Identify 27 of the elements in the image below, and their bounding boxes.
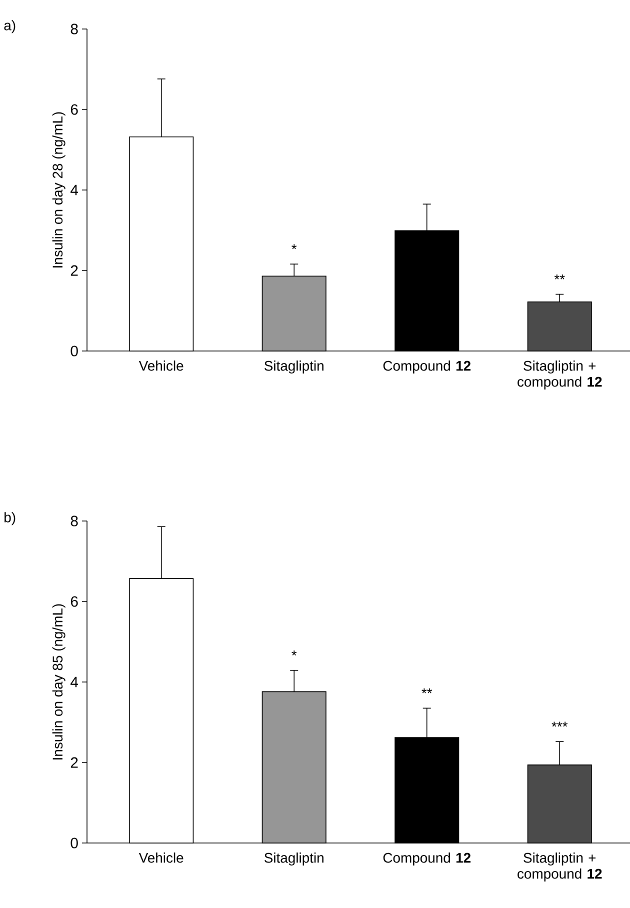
- x-tick-label: Sitagliptin: [264, 360, 324, 374]
- chart-title: b): [4, 512, 16, 526]
- annotation: ***: [552, 722, 568, 727]
- chart-title: a): [4, 20, 16, 34]
- annotation: *: [292, 650, 297, 656]
- x-tick-label: Vehicle: [138, 360, 184, 371]
- y-tick-label: 8: [70, 24, 78, 34]
- x-tick-label: Sitagliptin + compound 12: [518, 360, 602, 390]
- x-tick-label: Compound 12: [383, 360, 471, 374]
- x-tick-label: Vehicle: [138, 852, 184, 863]
- y-tick-label: 2: [70, 265, 78, 276]
- y-tick-label: 2: [70, 757, 78, 768]
- y-axis-title: Insulin on day 28 (ng/mL): [52, 112, 66, 268]
- y-tick-label: 0: [70, 838, 78, 848]
- annotation: *: [292, 244, 297, 250]
- y-tick-label: 4: [70, 184, 78, 196]
- x-tick-label: Compound 12: [383, 852, 471, 866]
- y-tick-label: 0: [70, 346, 78, 356]
- x-tick-label: Sitagliptin: [264, 852, 324, 866]
- x-tick-label: Sitagliptin + compound 12: [518, 852, 602, 882]
- y-tick-label: 6: [70, 596, 78, 607]
- y-tick-label: 8: [70, 516, 78, 526]
- y-axis-title: Insulin on day 85 (ng/mL): [52, 604, 66, 760]
- y-tick-label: 4: [70, 676, 78, 688]
- annotation: **: [554, 274, 565, 280]
- y-tick-label: 6: [70, 104, 78, 115]
- annotation: **: [422, 688, 432, 694]
